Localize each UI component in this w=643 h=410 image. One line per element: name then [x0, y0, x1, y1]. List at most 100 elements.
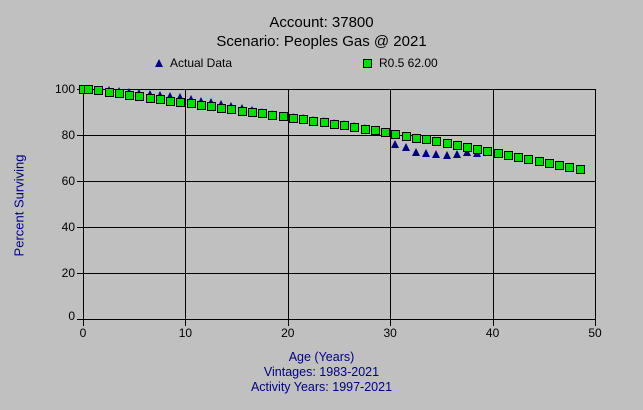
data-point-square	[268, 110, 278, 120]
data-point-square	[340, 121, 350, 131]
data-point-square	[350, 122, 360, 132]
y-axis-label: Percent Surviving	[11, 154, 27, 257]
data-point-triangle	[196, 96, 205, 105]
gridline-vertical	[492, 89, 494, 326]
data-point-square	[207, 102, 216, 112]
data-point-square	[237, 106, 247, 116]
x-tick-label: 40	[485, 326, 500, 340]
y-tick-label: 100	[54, 82, 75, 96]
data-point-triangle	[186, 94, 195, 103]
legend-curve-label: R0.5 62.00	[379, 56, 438, 70]
legend-square-icon	[363, 58, 372, 68]
chart-footer: Age (Years) Vintages: 1983-2021 Activity…	[0, 350, 643, 395]
gridline-horizontal	[77, 319, 595, 320]
data-point-square	[135, 92, 145, 102]
x-tick-label: 20	[281, 326, 295, 340]
data-point-triangle	[463, 148, 471, 157]
data-point-square	[452, 141, 462, 151]
x-tick-label: 30	[383, 326, 397, 340]
x-tick-label: 50	[588, 326, 602, 340]
data-point-square	[299, 115, 309, 125]
data-point-triangle	[422, 148, 431, 157]
data-point-triangle	[452, 150, 461, 159]
data-point-square	[463, 142, 472, 152]
data-point-square	[370, 126, 380, 136]
gridline-vertical	[595, 89, 596, 326]
data-point-triangle	[411, 148, 420, 157]
y-tick-label: 60	[61, 174, 75, 188]
y-tick-label: 40	[61, 220, 75, 234]
legend-triangle-icon	[155, 59, 163, 67]
gridline-vertical	[83, 89, 84, 326]
x-tick-label: 10	[178, 326, 193, 340]
data-point-square	[401, 131, 411, 141]
data-point-square	[114, 89, 124, 99]
gridline-horizontal	[77, 227, 595, 228]
x-tick-label: 0	[79, 326, 87, 340]
data-point-triangle	[166, 91, 175, 100]
data-point-square	[329, 119, 339, 129]
data-point-square	[145, 93, 155, 103]
data-point-square	[524, 154, 534, 164]
data-point-square	[360, 124, 370, 134]
legend-item-iowa-curve: R0.5 62.00	[363, 56, 438, 70]
data-point-square	[555, 160, 565, 170]
chart-title: Account: 37800 Scenario: Peoples Gas @ 2…	[0, 13, 643, 51]
gridline-horizontal	[77, 181, 595, 182]
data-point-square	[288, 113, 298, 123]
data-point-square	[432, 137, 442, 147]
data-point-square	[155, 95, 165, 105]
data-point-square	[309, 116, 319, 126]
data-point-square	[94, 86, 104, 96]
data-point-square	[227, 105, 237, 114]
data-point-square	[514, 152, 524, 162]
data-point-square	[411, 133, 421, 143]
data-point-square	[442, 139, 452, 149]
data-point-triangle	[155, 90, 164, 99]
data-point-square	[473, 144, 483, 154]
data-point-square	[125, 90, 135, 100]
data-point-triangle	[176, 93, 185, 102]
chart-title-line1: Account: 37800	[269, 14, 374, 31]
gridline-horizontal	[77, 89, 595, 90]
vintages-label: Vintages: 1983-2021	[263, 365, 380, 379]
data-point-triangle	[391, 139, 400, 148]
data-point-triangle	[442, 151, 451, 159]
data-point-square	[575, 165, 585, 175]
gridline-vertical	[287, 89, 289, 326]
y-tick-label: 0	[68, 309, 75, 323]
data-point-square	[176, 97, 186, 107]
chart-title-line2: Scenario: Peoples Gas @ 2021	[216, 33, 427, 50]
gridline-horizontal	[77, 273, 595, 274]
data-point-triangle	[432, 150, 441, 159]
data-point-square	[381, 128, 391, 137]
gridline-horizontal	[77, 135, 595, 136]
data-point-square	[196, 100, 206, 110]
data-point-square	[544, 158, 554, 168]
data-point-square	[217, 103, 227, 113]
data-point-square	[503, 150, 513, 160]
data-point-square	[493, 148, 503, 158]
data-point-square	[104, 87, 114, 97]
gridline-vertical	[390, 89, 392, 326]
data-point-square	[319, 118, 329, 128]
y-tick-label: 80	[61, 128, 75, 142]
data-point-square	[247, 108, 257, 117]
legend-item-actual-data: Actual Data	[155, 56, 232, 70]
data-point-square	[534, 156, 544, 166]
data-point-square	[186, 99, 196, 109]
data-point-square	[391, 129, 401, 139]
activity-years-label: Activity Years: 1997-2021	[250, 380, 393, 394]
gridline-vertical	[185, 89, 187, 326]
x-axis-label: Age (Years)	[288, 350, 355, 364]
data-point-square	[166, 96, 176, 106]
data-point-square	[84, 85, 94, 94]
data-point-square	[278, 112, 288, 122]
data-point-square	[422, 135, 432, 145]
data-point-square	[258, 109, 268, 119]
data-point-square	[483, 146, 493, 156]
data-point-square	[565, 162, 575, 172]
legend-actual-label: Actual Data	[170, 56, 233, 70]
y-tick-label: 20	[61, 266, 75, 280]
